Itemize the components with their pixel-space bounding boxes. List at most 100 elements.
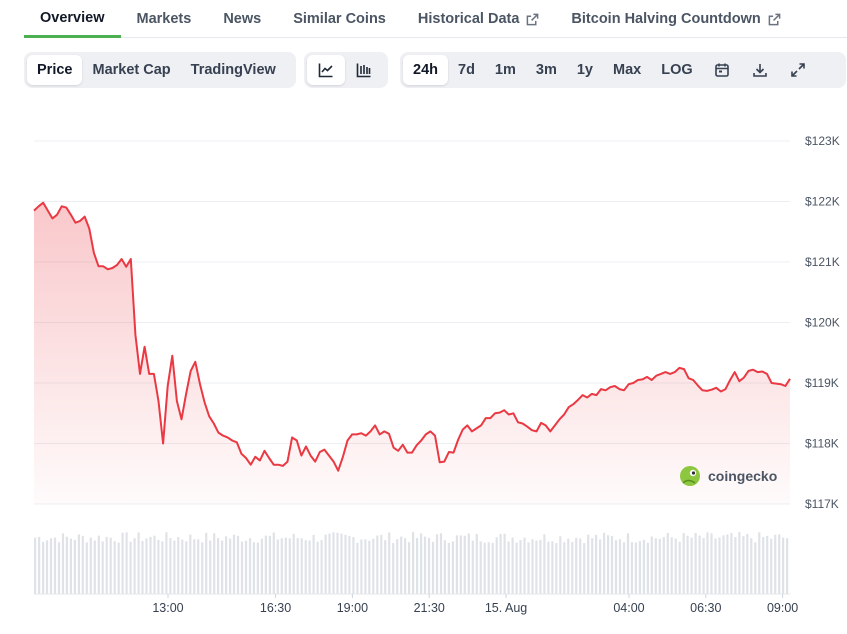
volume-bar	[300, 538, 303, 594]
volume-bar	[690, 537, 693, 594]
volume-bar	[292, 533, 295, 594]
volume-bar	[49, 538, 53, 594]
volume-bar	[726, 534, 729, 594]
mode-price-button[interactable]: Price	[27, 55, 83, 85]
volume-bar	[443, 540, 446, 594]
volume-bar	[439, 533, 443, 594]
tab-news[interactable]: News	[207, 0, 277, 38]
volume-bar	[567, 538, 570, 594]
volume-bar	[236, 535, 240, 594]
candlestick-chart-button[interactable]	[345, 55, 383, 85]
tab-bitcoin-halving-countdown[interactable]: Bitcoin Halving Countdown	[555, 0, 796, 38]
volume-bar	[268, 535, 271, 594]
volume-bar	[85, 542, 88, 594]
volume-bar	[423, 536, 427, 594]
volume-bar	[232, 534, 236, 594]
volume-bar	[121, 532, 124, 594]
range-1m-button[interactable]: 1m	[494, 62, 516, 78]
range-7d-button[interactable]: 7d	[458, 62, 475, 78]
x-tick-label: 13:00	[152, 601, 183, 615]
volume-bar	[69, 538, 72, 594]
volume-bar	[320, 540, 323, 594]
range-max-button[interactable]: Max	[613, 62, 642, 78]
volume-bar	[455, 535, 458, 594]
volume-bar	[229, 538, 232, 594]
volume-bar	[376, 535, 379, 594]
volume-bar	[475, 533, 478, 594]
volume-bar	[614, 540, 618, 594]
volume-bar	[622, 542, 626, 594]
volume-bar	[185, 541, 188, 594]
volume-bar	[618, 539, 622, 594]
volume-bar	[682, 533, 685, 594]
volume-bar	[408, 542, 411, 594]
chart-toolbar: Price Market Cap TradingView 24h 7d 1m 3m 1y Ma…	[24, 52, 846, 88]
y-tick-label: $118K	[805, 437, 839, 451]
volume-bar	[730, 533, 733, 594]
volume-bar	[348, 536, 351, 594]
tab-markets[interactable]: Markets	[121, 0, 208, 38]
volume-bar	[766, 535, 769, 594]
volume-bar	[225, 536, 228, 594]
volume-bar	[284, 537, 287, 594]
volume-bar	[678, 541, 681, 594]
volume-bar	[137, 532, 140, 594]
range-3m-button[interactable]: 3m	[535, 62, 557, 78]
volume-bar	[487, 542, 490, 594]
chart-mode-group: Price Market Cap TradingView	[24, 52, 296, 88]
volume-bar	[610, 536, 614, 594]
volume-bar	[778, 534, 781, 594]
volume-bar	[738, 532, 741, 594]
volume-bar	[547, 541, 550, 594]
volume-bar	[312, 534, 315, 594]
line-chart-button[interactable]	[307, 55, 345, 85]
volume-bar	[336, 532, 339, 594]
volume-bar	[248, 538, 252, 594]
range-1y-button[interactable]: 1y	[576, 62, 593, 78]
volume-bar	[416, 538, 419, 594]
volume-bar	[372, 538, 375, 594]
mode-tradingview-button[interactable]: TradingView	[190, 62, 276, 78]
volume-bar	[77, 534, 80, 594]
volume-bar	[674, 538, 677, 594]
volume-bar	[169, 538, 172, 594]
tab-similar-coins[interactable]: Similar Coins	[277, 0, 402, 38]
y-tick-label: $121K	[805, 255, 840, 269]
volume-bar	[133, 538, 136, 594]
volume-bar	[491, 542, 494, 594]
volume-bar	[583, 543, 586, 594]
volume-bar	[595, 534, 598, 594]
volume-bar	[718, 537, 721, 594]
volume-bar	[571, 541, 574, 594]
volume-bar	[607, 535, 610, 594]
volume-bar	[256, 542, 259, 594]
price-chart[interactable]: $123K $122K $121K $120K $119K $118K $117K 13:00…	[0, 95, 847, 634]
mode-market-cap-button[interactable]: Market Cap	[92, 62, 171, 78]
volume-bar	[125, 532, 128, 594]
range-log-button[interactable]: LOG	[661, 62, 693, 78]
volume-bar	[332, 532, 335, 594]
volume-bar	[105, 536, 108, 594]
fullscreen-button[interactable]	[779, 55, 817, 85]
volume-bar	[165, 532, 168, 594]
volume-bar	[435, 534, 439, 594]
volume-bar	[770, 538, 773, 594]
range-24h-button[interactable]: 24h	[403, 55, 448, 85]
volume-bar	[272, 532, 275, 594]
volume-bar	[479, 541, 482, 594]
price-chart-svg: $123K $122K $121K $120K $119K $118K $117K 13:00…	[33, 134, 840, 615]
volume-bar	[754, 542, 757, 594]
tab-overview[interactable]: Overview	[24, 0, 121, 38]
volume-bar	[539, 539, 542, 594]
volume-bar	[304, 540, 307, 594]
download-button[interactable]	[741, 55, 779, 85]
volume-bar	[599, 539, 602, 594]
volume-bar	[344, 534, 347, 594]
volume-bar	[459, 535, 462, 594]
volume-bar	[638, 541, 641, 594]
volume-bar	[758, 532, 761, 594]
volume-bar	[157, 540, 160, 594]
volume-bar	[360, 539, 363, 594]
tab-historical-data[interactable]: Historical Data	[402, 0, 556, 38]
calendar-button[interactable]	[703, 55, 741, 85]
